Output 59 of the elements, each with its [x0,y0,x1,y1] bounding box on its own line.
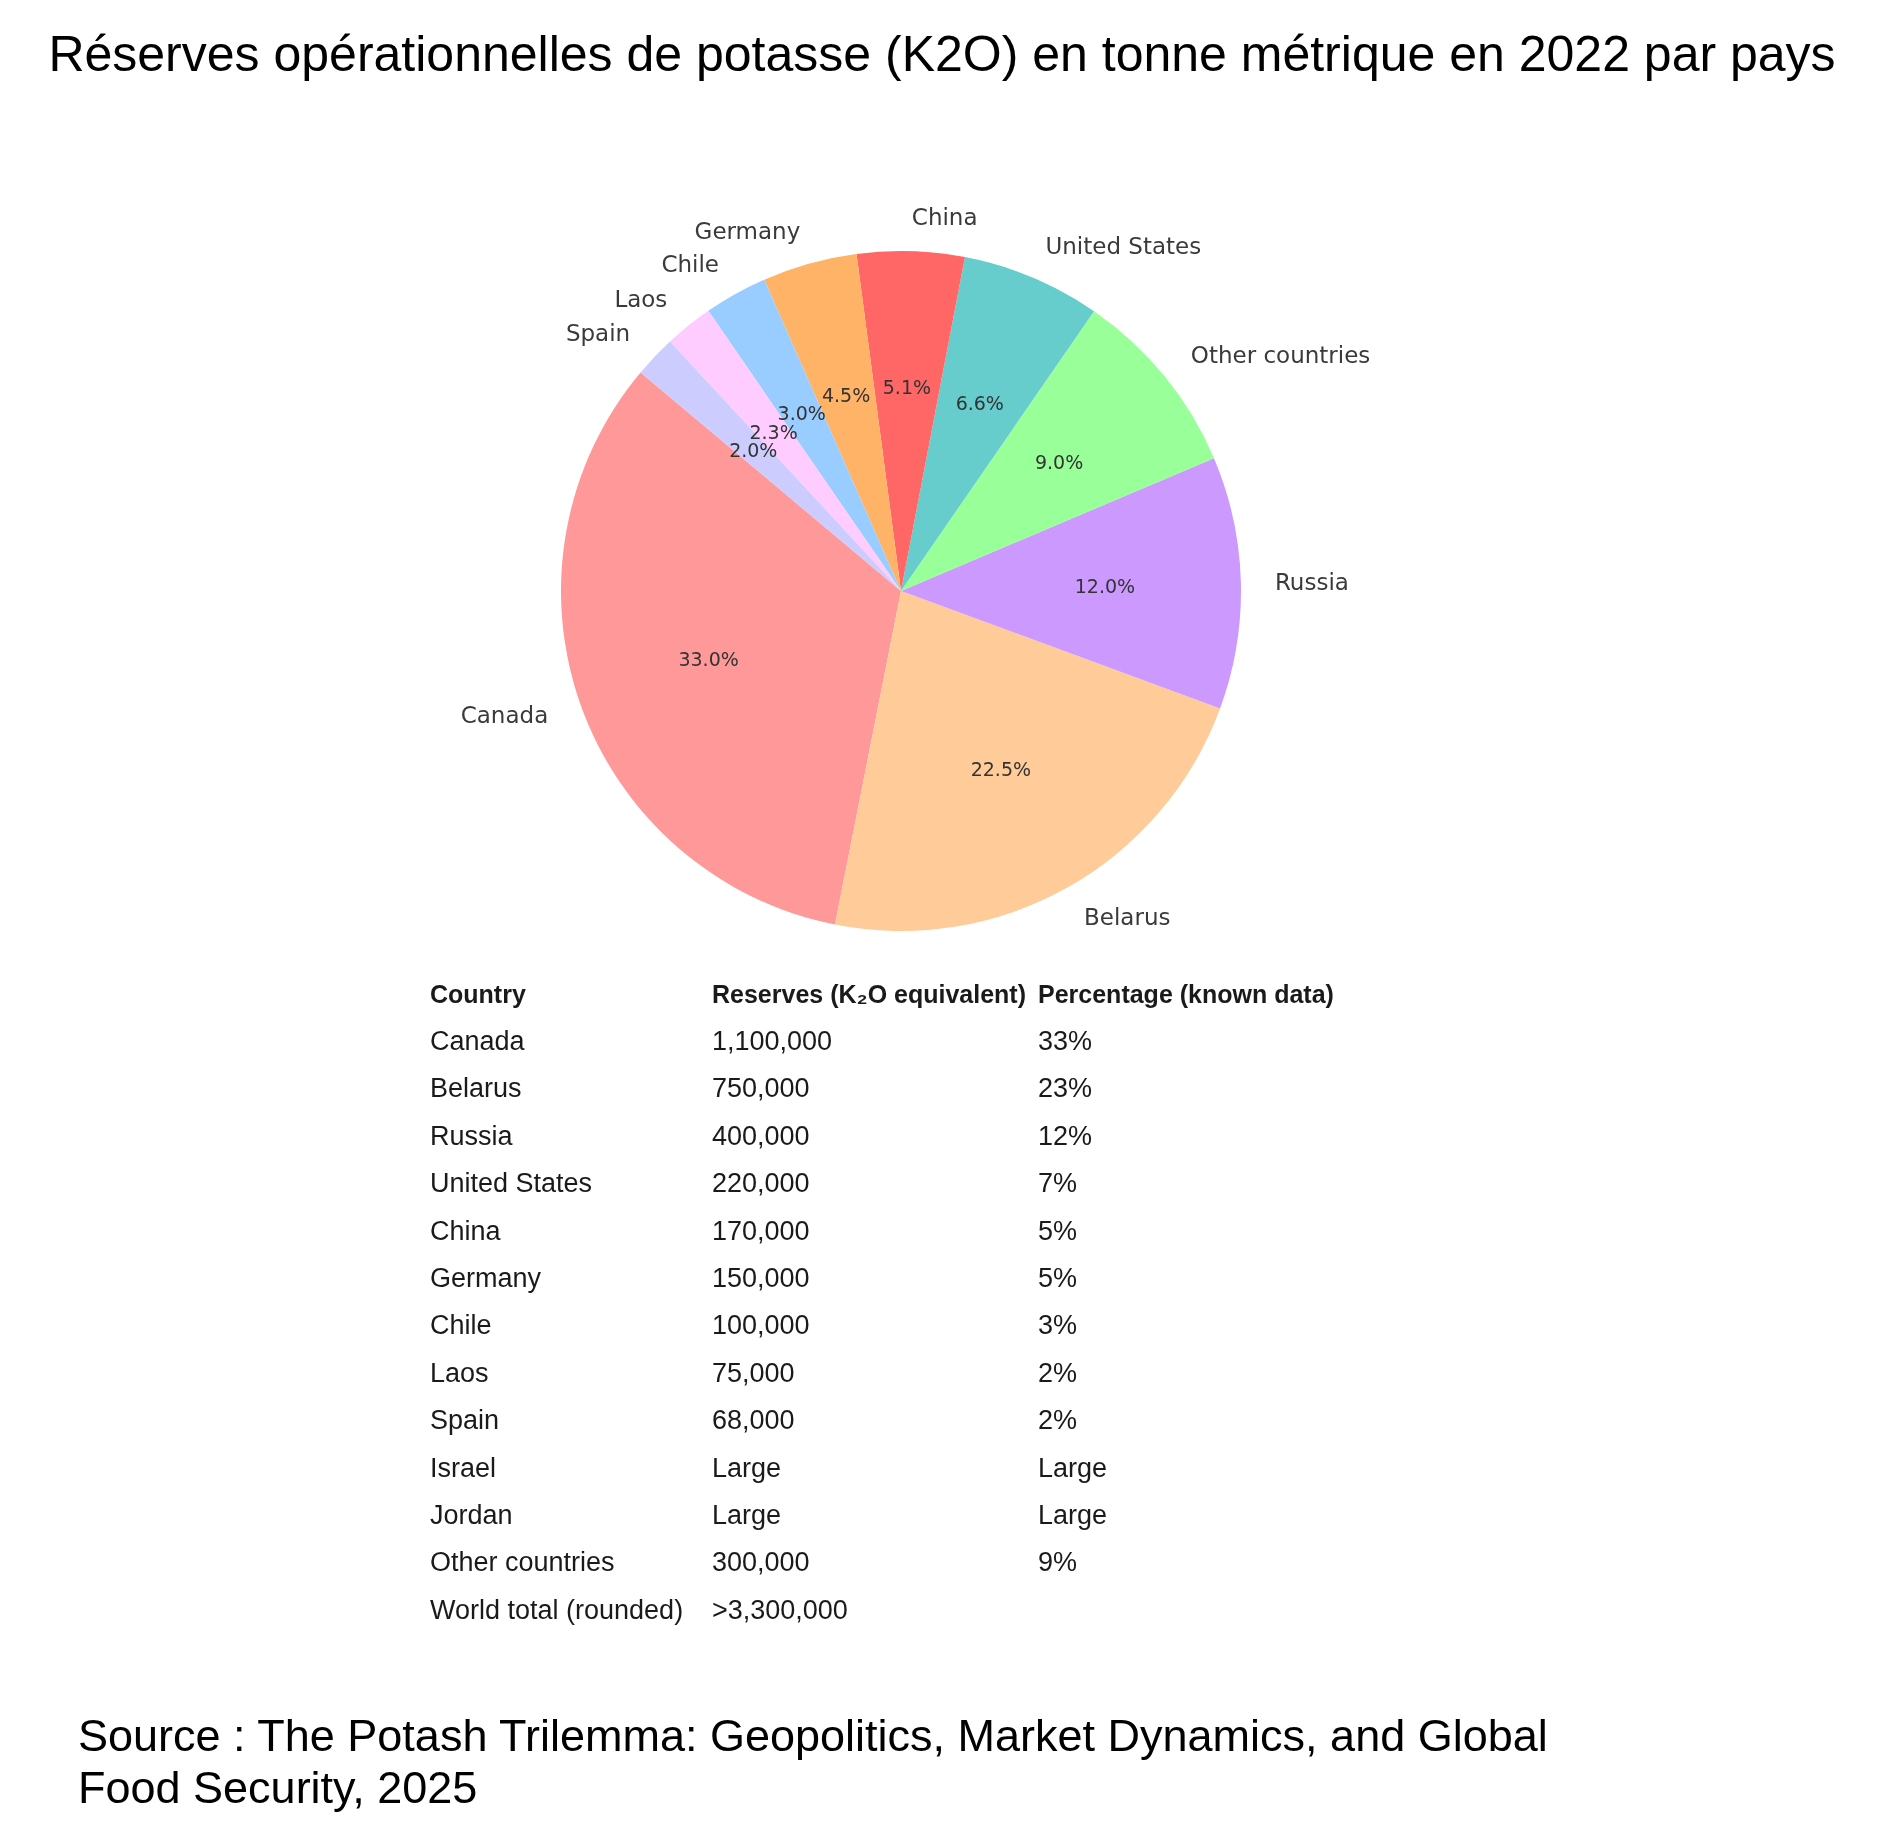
slice-label: Other countries [1190,341,1371,368]
data-label: 5% [1038,1262,1078,1295]
data-label: Large [712,1451,782,1485]
data-label: Large [712,1499,782,1532]
slice-label: Germany [694,217,801,244]
data-label: 400,000 [712,1119,810,1153]
data-label: Large [1038,1451,1108,1485]
data-label: Large [1038,1499,1108,1532]
data-label: 5.1% [882,376,932,399]
slice-label: Spain [565,320,631,347]
data-label: 9.0% [1034,451,1084,474]
data-label: 68,000 [712,1404,795,1438]
data-label: 12.0% [1074,575,1136,598]
data-label: 22.5% [970,757,1032,780]
data-label: 33% [1038,1025,1093,1058]
category-label: Canada [430,1025,525,1058]
data-label: 12% [1038,1119,1093,1153]
data-label: 3% [1038,1309,1078,1343]
category-label: Israel [430,1451,497,1485]
data-label: 1,100,000 [712,1025,833,1058]
slice-label: Chile [661,251,719,278]
chart-title: Réserves opérationnelles de potasse (K2O) en tonne métrique en 2022 par pays [48,26,1836,82]
data-label: 6.6% [955,391,1004,414]
slice-label: Russia [1274,568,1349,595]
data-label: 220,000 [712,1167,810,1201]
category-label: Spain [430,1404,500,1438]
source-note: Source : The Potash Trilemma: Geopolitics, Market Dynamics, and Global Food Security, 2025 [78,1710,1549,1814]
data-label: 33.0% [678,647,739,670]
data-label: 300,000 [712,1546,810,1580]
category-label: Chile [430,1309,492,1343]
data-label: 75,000 [712,1356,795,1390]
data-label: 750,000 [712,1072,810,1106]
slice-label: Canada [460,702,549,729]
data-label: 9% [1038,1546,1078,1580]
data-label: 150,000 [712,1262,810,1295]
category-label: World total (rounded) [430,1593,684,1627]
data-label: 7% [1038,1167,1078,1201]
category-label: Laos [430,1356,489,1390]
slice-label: Belarus [1084,904,1171,931]
slice-label: United States [1045,233,1202,260]
category-label: Belarus [430,1072,522,1106]
category-label: Russia [430,1119,513,1153]
text: Country [430,979,526,1010]
data-label: 5% [1038,1214,1078,1248]
category-label: Jordan [430,1499,513,1532]
category-label: Other countries [430,1546,615,1580]
data-label: 23% [1038,1072,1093,1106]
data-label: 2% [1038,1356,1078,1390]
data-label: 170,000 [712,1214,810,1248]
data-label: 2% [1038,1404,1078,1438]
slice-label: Laos [614,285,668,312]
category-label: United States [430,1167,593,1201]
category-label: Germany [430,1262,542,1295]
category-label: China [430,1214,501,1248]
slice-label: China [911,204,978,231]
text: Reserves (K₂O equivalent) [712,979,1027,1010]
data-label: >3,300,000 [712,1593,848,1627]
data-label: 100,000 [712,1309,810,1343]
text: Percentage (known data) [1038,979,1334,1010]
